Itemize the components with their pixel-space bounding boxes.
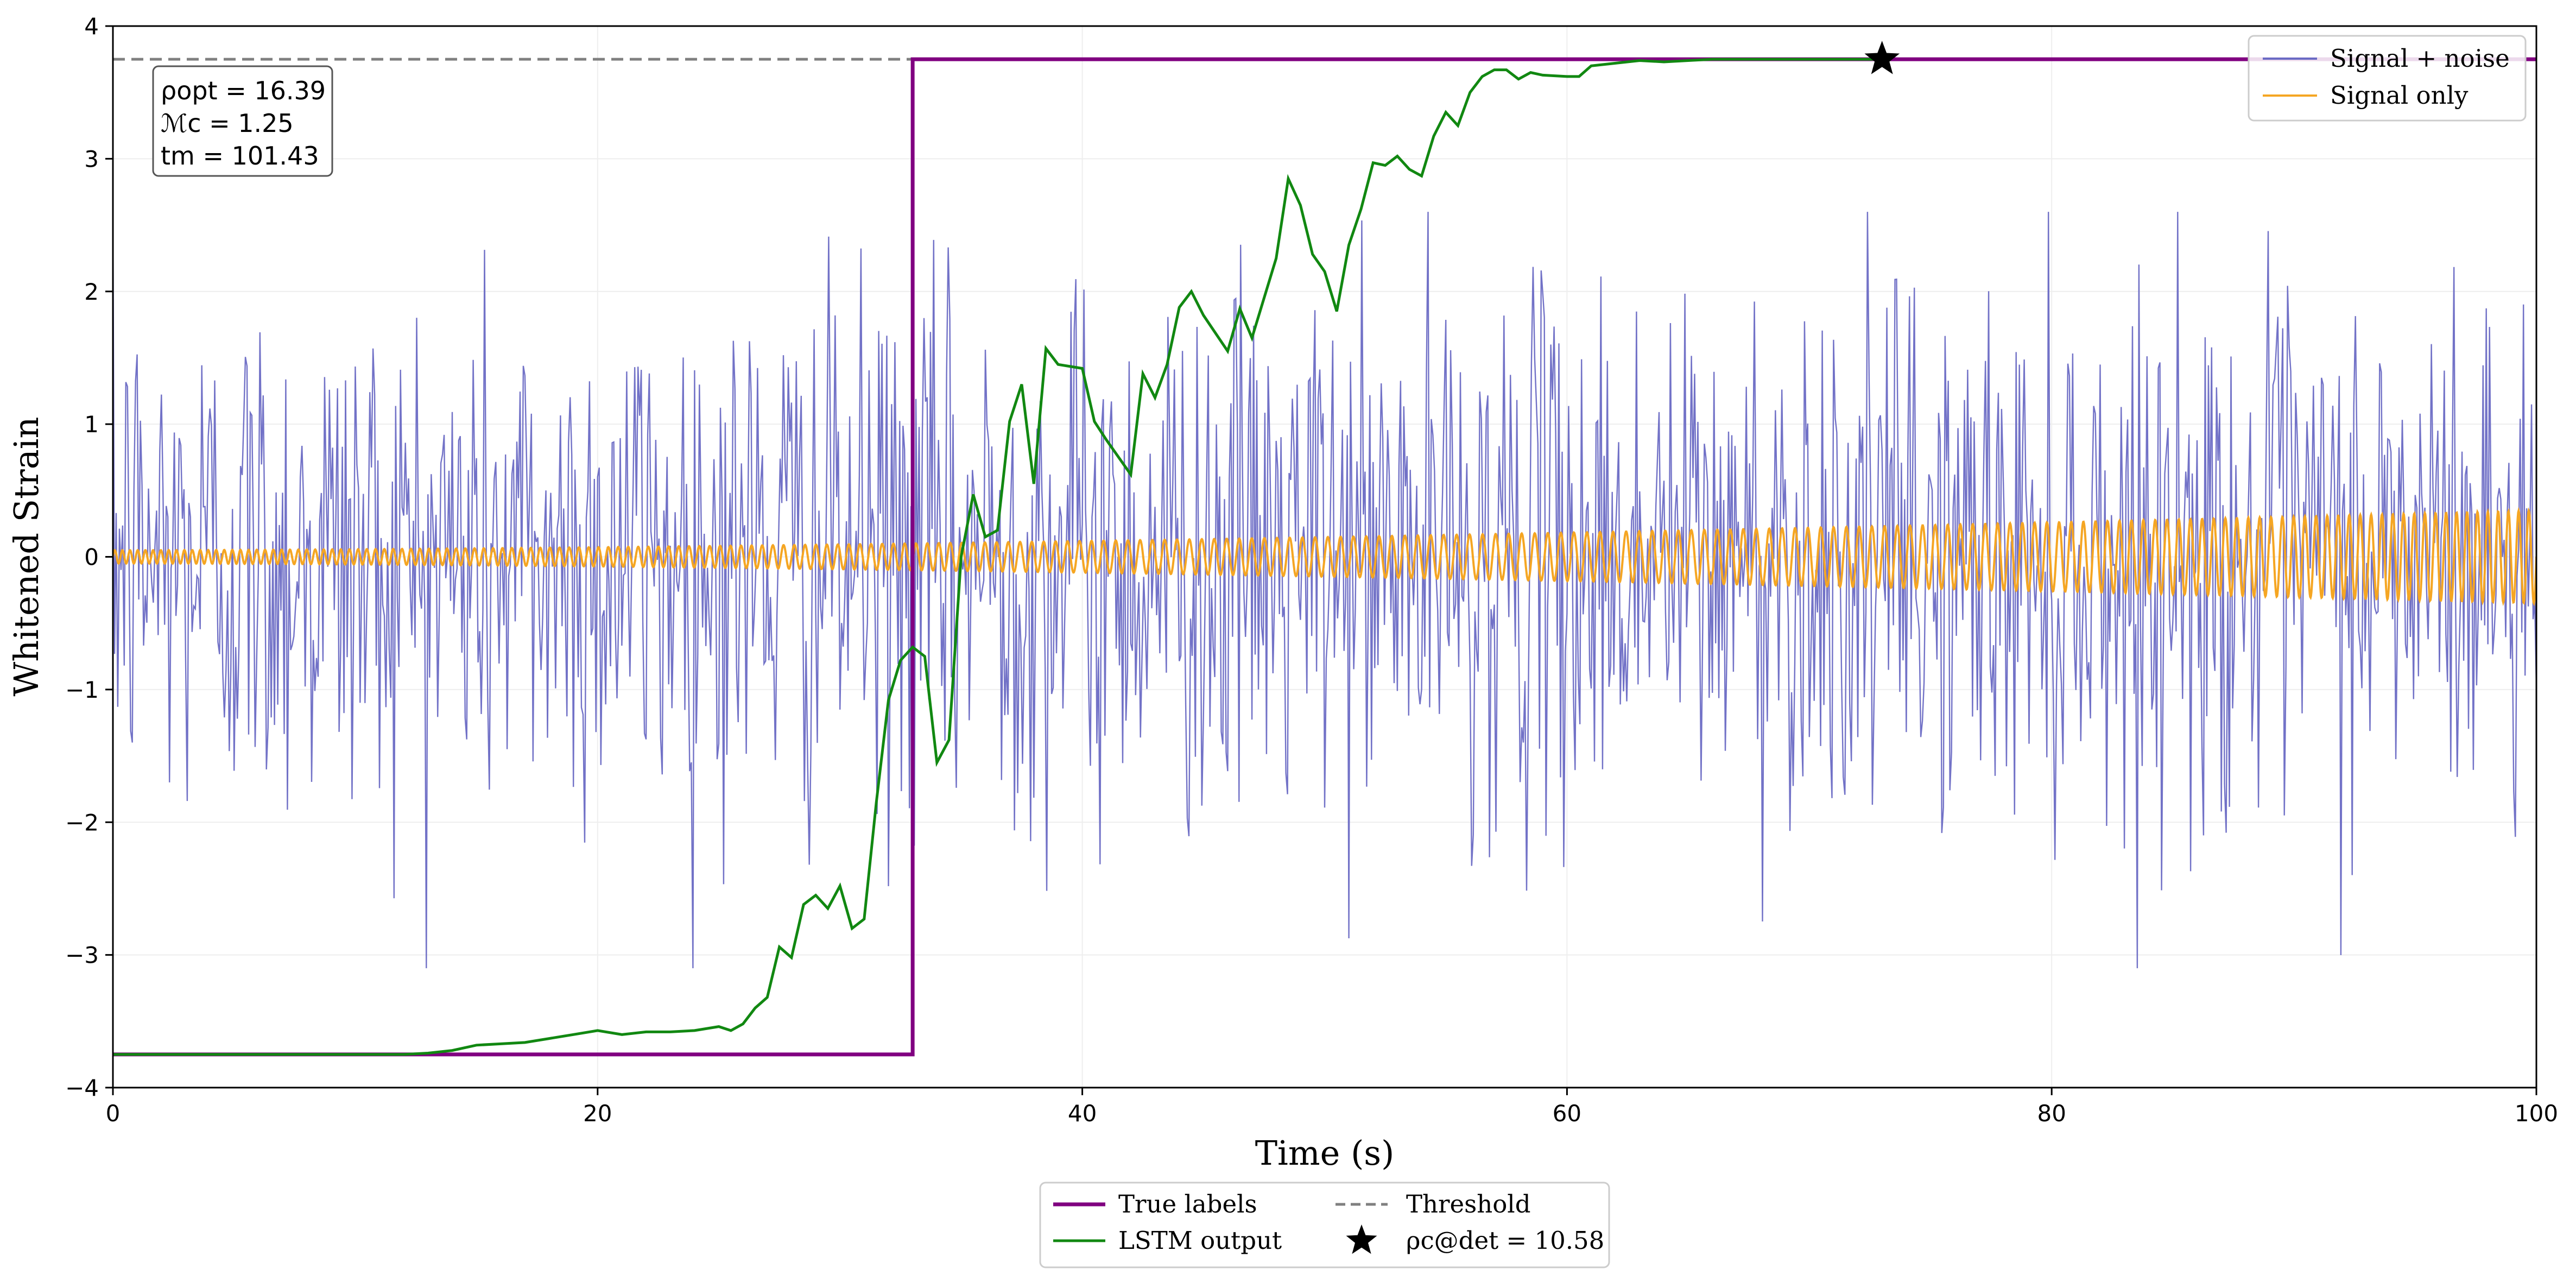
x-tick-label: 40 <box>1068 1100 1097 1127</box>
y-tick-label: −4 <box>65 1075 99 1101</box>
x-tick-label: 100 <box>2515 1100 2558 1127</box>
legend-top-right: Signal + noise Signal only <box>2248 35 2527 122</box>
y-axis-ticks: −4 −3 −2 −1 0 1 2 3 4 <box>65 13 113 1101</box>
parameter-annotation: ρopt = 16.39 ℳc = 1.25 tm = 101.43 <box>152 65 333 177</box>
legend-label-detection: ρc@det = 10.58 <box>1406 1226 1604 1255</box>
legend-label-signal-only: Signal only <box>2330 81 2469 110</box>
y-tick-label: 3 <box>84 146 99 172</box>
series-lstm-output <box>113 58 1882 1056</box>
series-signal-only <box>113 507 2536 607</box>
y-tick-label: −3 <box>65 942 99 969</box>
y-tick-label: −1 <box>65 677 99 703</box>
x-tick-label: 80 <box>2037 1100 2066 1127</box>
legend-label-threshold: Threshold <box>1406 1190 1531 1218</box>
legend-label-true-labels: True labels <box>1118 1190 1257 1218</box>
series-signal-noise <box>113 212 2536 969</box>
x-tick-label: 0 <box>106 1100 121 1127</box>
y-tick-label: 4 <box>84 13 99 40</box>
annotation-merger-time: tm = 101.43 <box>161 141 319 170</box>
x-tick-label: 60 <box>1553 1100 1581 1127</box>
y-tick-label: 0 <box>84 544 99 571</box>
y-tick-label: 1 <box>84 411 99 438</box>
y-tick-label: 2 <box>84 279 99 305</box>
y-axis-title: Whitened Strain <box>7 417 46 697</box>
legend-bottom: True labels LSTM output Threshold ρc@det… <box>1039 1182 1610 1268</box>
x-axis-ticks: 0 20 40 60 80 100 <box>106 1088 2558 1127</box>
legend-label-lstm-output: LSTM output <box>1118 1226 1282 1255</box>
annotation-chirp-mass: ℳc = 1.25 <box>161 109 294 138</box>
x-tick-label: 20 <box>583 1100 612 1127</box>
legend-swatch-detection-star <box>1346 1224 1377 1254</box>
detection-star-marker <box>1864 41 1900 74</box>
x-axis-title: Time (s) <box>1255 1133 1395 1173</box>
annotation-rho-opt: ρopt = 16.39 <box>161 76 326 105</box>
y-tick-label: −2 <box>65 809 99 836</box>
legend-label-signal-noise: Signal + noise <box>2330 44 2510 73</box>
